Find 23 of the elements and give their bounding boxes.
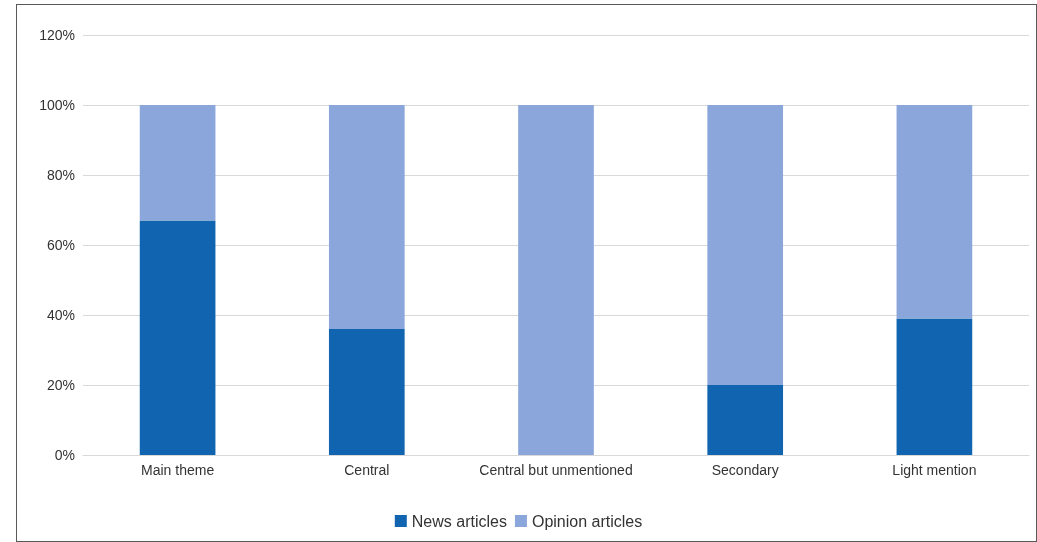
x-tick-label: Secondary: [711, 462, 779, 478]
bar: [328, 329, 405, 455]
y-tick-label: 0%: [54, 447, 75, 463]
bar: [896, 105, 973, 319]
y-tick-label: 60%: [46, 237, 75, 253]
y-tick-label: 20%: [46, 377, 75, 393]
legend-label: News articles: [411, 512, 507, 530]
y-tick-label: 100%: [39, 97, 75, 113]
legend-label: Opinion articles: [531, 512, 643, 530]
y-tick-label: 80%: [46, 167, 75, 183]
bar: [518, 105, 594, 455]
bar: [896, 318, 973, 455]
bar: [707, 385, 784, 455]
x-tick-label: Main theme: [141, 462, 215, 478]
x-tick-label: Central but unmentioned: [479, 462, 633, 478]
bar: [139, 105, 216, 221]
bar: [139, 220, 216, 455]
y-tick-label: 40%: [46, 307, 75, 323]
y-tick-label: 120%: [39, 27, 75, 43]
x-tick-label: Central: [344, 462, 390, 478]
bar: [707, 105, 784, 385]
bar: [328, 105, 405, 329]
x-tick-label: Light mention: [892, 462, 977, 478]
